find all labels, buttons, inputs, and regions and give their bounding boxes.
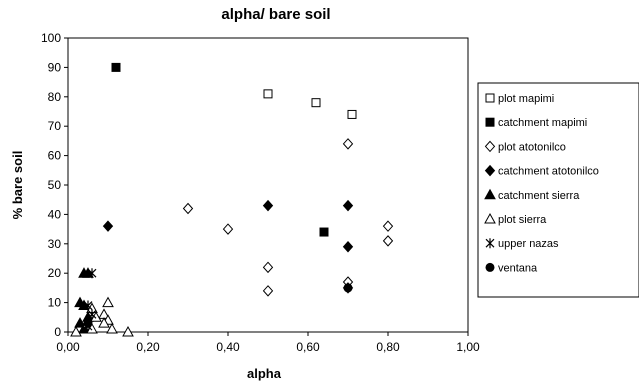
ventana-point — [83, 318, 93, 328]
legend-marker-plot-sierra — [484, 212, 496, 224]
catchment-mapimi-point — [319, 227, 329, 237]
legend-marker-plot-mapimi — [485, 93, 495, 103]
legend-marker-catchment-mapimi — [485, 117, 495, 127]
catchment-sierra-point — [74, 317, 86, 328]
y-tick-label: 100 — [41, 31, 61, 45]
legend-label-catchment-sierra: catchment sierra — [498, 190, 580, 202]
x-tick-label: 0,60 — [296, 340, 320, 354]
plot-atotonilco-point — [342, 138, 354, 150]
x-tick-label: 1,00 — [456, 340, 480, 354]
plot-atotonilco-point — [182, 202, 194, 215]
catchment-sierra-point — [78, 323, 90, 334]
legend-label-catchment-mapimi: catchment mapimi — [498, 117, 587, 129]
legend-label-plot-atotonilco: plot atotonilco — [498, 141, 566, 153]
plot-atotonilco-point — [222, 223, 234, 235]
legend-label-ventana: ventana — [498, 262, 538, 274]
legend-marker-catchment-atotonilco — [484, 164, 496, 177]
catchment-atotonilco-point — [342, 240, 354, 253]
legend: plot mapimi catchment mapimi plot atotonil… — [477, 82, 639, 298]
plot-sierra-point — [122, 325, 134, 337]
data-points — [70, 62, 394, 337]
catchment-atotonilco-point — [262, 199, 274, 212]
plot-sierra-point — [106, 323, 118, 334]
y-tick-label: 50 — [48, 178, 62, 192]
catchment-mapimi-point — [111, 62, 121, 72]
y-tick-label: 10 — [48, 296, 62, 310]
legend-label-upper-nazas: upper nazas — [498, 238, 559, 250]
y-tick-label: 40 — [48, 207, 62, 221]
y-tick-label: 70 — [48, 119, 62, 133]
y-tick-label: 90 — [48, 60, 62, 74]
legend-label-plot-mapimi: plot mapimi — [498, 93, 554, 105]
y-tick-label: 30 — [48, 237, 62, 251]
x-axis: 0,00 0,20 0,40 0,60 0,80 1,00 — [56, 332, 480, 354]
plot-sierra-point — [90, 311, 102, 322]
upper-nazas-point — [87, 268, 97, 279]
plot-atotonilco-point — [262, 285, 274, 297]
plot-sierra-point — [98, 317, 110, 328]
legend-marker-plot-atotonilco — [484, 140, 496, 153]
plot-sierra-point — [86, 323, 98, 334]
legend-marker-catchment-sierra — [484, 188, 496, 200]
plot-mapimi-point — [347, 109, 357, 119]
legend-label-plot-sierra: plot sierra — [498, 214, 547, 226]
plot-mapimi-point — [263, 89, 273, 99]
legend-label-catchment-atotonilco: catchment atotonilco — [498, 166, 599, 178]
legend-box — [477, 82, 639, 298]
y-tick-label: 20 — [48, 266, 62, 280]
x-tick-label: 0,40 — [216, 340, 240, 354]
ventana-point — [343, 283, 353, 293]
x-tick-label: 0,00 — [56, 340, 80, 354]
y-tick-label: 0 — [54, 325, 61, 339]
x-tick-label: 0,80 — [376, 340, 400, 354]
plot-atotonilco-point — [262, 261, 274, 274]
plot-sierra-point — [70, 325, 82, 337]
chart-title: alpha/ bare soil — [221, 6, 330, 23]
y-tick-label: 60 — [48, 149, 62, 163]
plot-atotonilco-point — [382, 235, 394, 247]
y-tick-label: 80 — [48, 90, 62, 104]
x-tick-label: 0,20 — [136, 340, 160, 354]
legend-marker-ventana — [485, 262, 495, 272]
catchment-atotonilco-point — [102, 220, 114, 232]
plot-mapimi-point — [311, 98, 321, 108]
plot-sierra-point — [102, 296, 114, 308]
y-axis: 0 10 20 30 40 50 60 70 80 90 100 — [41, 31, 68, 339]
catchment-atotonilco-point — [342, 199, 354, 212]
x-axis-label: alpha — [247, 366, 282, 381]
plot-atotonilco-point — [382, 220, 394, 232]
upper-nazas-point — [87, 309, 97, 320]
legend-marker-upper-nazas — [485, 238, 495, 249]
upper-nazas-point — [83, 300, 93, 311]
y-axis-label: % bare soil — [10, 151, 25, 220]
